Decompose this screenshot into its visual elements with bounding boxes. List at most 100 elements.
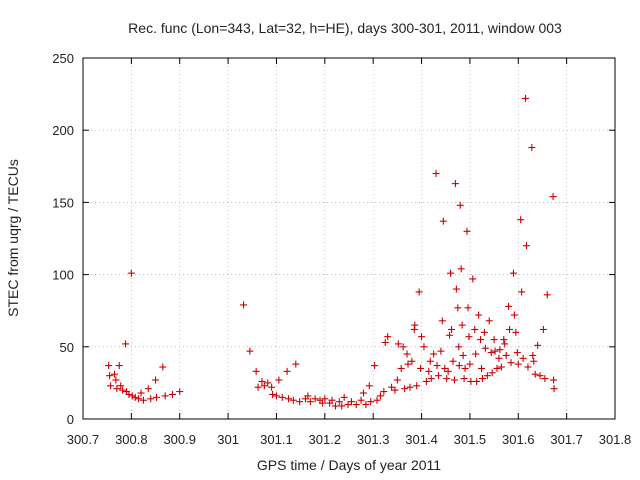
data-point <box>411 321 419 329</box>
data-point <box>466 360 474 368</box>
data-point <box>357 396 365 404</box>
data-point <box>278 393 286 401</box>
data-point <box>403 350 411 358</box>
data-point <box>454 304 462 312</box>
data-point <box>418 333 426 341</box>
data-point <box>502 351 510 359</box>
data-point <box>394 340 402 348</box>
data-point <box>147 395 155 403</box>
data-point <box>452 285 460 293</box>
data-point <box>477 336 485 344</box>
data-point <box>441 364 449 372</box>
data-point <box>373 396 381 404</box>
data-point <box>399 343 407 351</box>
data-point <box>490 336 498 344</box>
data-point <box>161 392 169 400</box>
data-point <box>376 392 384 400</box>
data-point <box>331 402 339 410</box>
data-point <box>449 357 457 365</box>
data-point <box>311 395 319 403</box>
data-point <box>434 372 442 380</box>
data-point <box>534 341 542 349</box>
data-point <box>168 390 176 398</box>
data-point <box>509 269 517 277</box>
data-point <box>139 396 147 404</box>
data-point <box>506 325 514 333</box>
data-point <box>292 360 300 368</box>
data-point <box>430 350 438 358</box>
data-point <box>483 372 491 380</box>
data-point <box>495 354 503 362</box>
data-point <box>119 386 127 394</box>
data-point <box>531 370 539 378</box>
data-point <box>529 351 537 359</box>
y-tick-label: 50 <box>60 340 74 355</box>
x-tick-label: 301.7 <box>550 432 583 447</box>
data-point <box>437 347 445 355</box>
data-point <box>497 363 505 371</box>
data-point <box>472 350 480 358</box>
data-point <box>115 362 123 370</box>
x-tick-label: 300.8 <box>115 432 148 447</box>
x-tick-label: 301.2 <box>309 432 342 447</box>
data-point <box>465 333 473 341</box>
data-point <box>505 302 513 310</box>
data-point <box>289 396 297 404</box>
data-point <box>438 317 446 325</box>
data-point <box>510 311 518 319</box>
data-point <box>446 331 454 339</box>
data-point <box>485 317 493 325</box>
data-point <box>471 325 479 333</box>
data-point <box>481 344 489 352</box>
data-point <box>367 398 375 406</box>
data-point <box>113 385 121 393</box>
data-point <box>478 375 486 383</box>
data-point <box>159 363 167 371</box>
data-point <box>335 398 343 406</box>
data-point <box>413 382 421 390</box>
data-point <box>340 393 348 401</box>
data-point <box>381 338 389 346</box>
data-point <box>144 385 152 393</box>
data-point <box>432 170 440 178</box>
chart-title: Rec. func (Lon=343, Lat=32, h=HE), days … <box>128 20 562 36</box>
y-tick-label: 150 <box>52 195 74 210</box>
data-point <box>514 360 522 368</box>
data-point <box>458 321 466 329</box>
data-point <box>122 340 130 348</box>
data-point <box>451 180 459 188</box>
data-point <box>252 367 260 375</box>
data-point <box>269 390 277 398</box>
data-point <box>360 389 368 397</box>
data-point <box>528 144 536 152</box>
data-point <box>459 351 467 359</box>
data-point <box>455 343 463 351</box>
data-point <box>500 336 508 344</box>
data-point <box>125 390 133 398</box>
data-point <box>473 377 481 385</box>
data-point <box>393 376 401 384</box>
data-point <box>246 347 254 355</box>
data-point <box>371 362 379 370</box>
data-point <box>128 392 136 400</box>
data-point <box>522 94 530 102</box>
data-point <box>448 325 456 333</box>
data-point <box>338 402 346 410</box>
data-point <box>549 193 557 201</box>
y-tick-label: 0 <box>67 412 74 427</box>
data-point <box>455 362 463 370</box>
data-point <box>260 382 268 390</box>
data-point <box>464 304 472 312</box>
data-point <box>493 364 501 372</box>
data-point <box>522 242 530 250</box>
data-point <box>275 376 283 384</box>
data-point <box>344 401 352 409</box>
data-point <box>433 362 441 370</box>
data-point <box>106 372 114 380</box>
data-point <box>517 216 525 224</box>
y-tick-label: 100 <box>52 268 74 283</box>
data-point <box>404 360 412 368</box>
data-point <box>362 401 370 409</box>
data-point <box>137 389 145 397</box>
